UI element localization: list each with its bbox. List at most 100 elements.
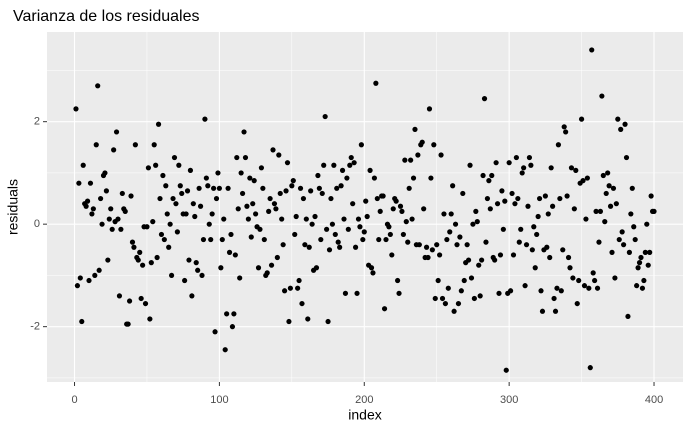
point xyxy=(293,213,299,220)
point xyxy=(221,216,227,222)
point xyxy=(526,154,533,161)
point xyxy=(361,229,367,235)
y-axis-title: residuals xyxy=(5,179,21,235)
point xyxy=(153,162,159,168)
point xyxy=(376,236,382,243)
point xyxy=(360,236,366,243)
point xyxy=(321,162,327,168)
point xyxy=(641,277,647,284)
point xyxy=(231,311,237,317)
point xyxy=(155,121,162,127)
point xyxy=(364,213,370,220)
point xyxy=(106,216,112,222)
point xyxy=(493,160,499,166)
point xyxy=(602,219,608,225)
point xyxy=(308,188,314,194)
point xyxy=(396,290,402,296)
point xyxy=(222,347,228,353)
point xyxy=(212,329,218,335)
point xyxy=(118,226,124,232)
point xyxy=(281,288,288,294)
point xyxy=(184,188,191,194)
point xyxy=(636,260,643,266)
point xyxy=(408,157,414,163)
point xyxy=(284,160,291,166)
x-tick-label: 400 xyxy=(645,394,663,406)
point xyxy=(442,300,449,307)
point xyxy=(565,254,572,261)
point xyxy=(280,242,286,248)
point xyxy=(400,231,406,238)
point xyxy=(594,285,601,291)
point xyxy=(586,285,592,291)
point xyxy=(480,172,486,179)
point xyxy=(548,165,554,171)
point xyxy=(150,219,156,225)
point xyxy=(157,195,163,202)
point xyxy=(432,295,438,302)
point xyxy=(399,208,405,214)
point xyxy=(503,367,509,373)
point xyxy=(570,275,576,281)
point xyxy=(99,221,105,227)
point xyxy=(244,203,250,209)
point xyxy=(348,154,354,161)
point xyxy=(160,172,166,179)
point xyxy=(513,154,519,161)
point xyxy=(232,252,238,258)
point xyxy=(405,239,411,245)
point xyxy=(642,249,648,255)
point xyxy=(344,175,350,181)
point xyxy=(126,298,133,304)
point xyxy=(154,254,160,261)
point xyxy=(397,203,404,209)
point xyxy=(523,242,530,248)
point xyxy=(234,154,240,161)
point xyxy=(241,129,247,135)
point xyxy=(352,244,359,250)
point xyxy=(211,185,217,191)
point xyxy=(129,239,136,245)
point xyxy=(345,226,351,232)
point xyxy=(267,195,273,202)
point xyxy=(341,216,347,222)
point xyxy=(535,213,541,220)
point xyxy=(444,236,450,243)
point xyxy=(616,236,622,243)
point xyxy=(290,178,296,184)
point xyxy=(592,277,598,284)
point xyxy=(302,242,308,248)
point xyxy=(610,185,617,191)
point xyxy=(192,213,198,220)
point xyxy=(371,175,378,181)
point xyxy=(387,231,393,238)
point xyxy=(299,300,305,307)
point xyxy=(536,195,543,202)
point xyxy=(273,206,279,212)
point xyxy=(248,234,254,240)
point xyxy=(77,275,83,281)
point xyxy=(315,172,321,179)
point xyxy=(651,208,657,214)
grid xyxy=(47,32,683,382)
point xyxy=(206,221,212,227)
point xyxy=(312,213,318,220)
point xyxy=(190,201,196,207)
point xyxy=(507,288,514,294)
point xyxy=(135,257,141,263)
point xyxy=(115,216,121,222)
point xyxy=(87,180,94,186)
point xyxy=(182,277,188,284)
point xyxy=(492,257,498,263)
point xyxy=(457,234,463,240)
point xyxy=(279,216,285,222)
point xyxy=(434,242,440,248)
point xyxy=(554,285,560,291)
point xyxy=(473,208,479,214)
point xyxy=(219,236,225,243)
point xyxy=(571,206,577,212)
point xyxy=(519,170,525,176)
point xyxy=(431,142,437,148)
point xyxy=(324,226,330,232)
point xyxy=(423,244,430,250)
